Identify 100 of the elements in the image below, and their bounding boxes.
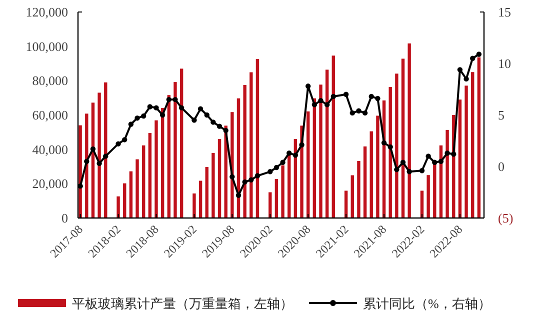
point [128,122,134,127]
bar [104,82,108,218]
bar [142,145,146,218]
bar [458,100,462,218]
point [268,169,273,174]
point [84,158,90,164]
point [116,141,121,146]
bar [98,92,101,218]
point [432,160,438,165]
point [122,137,128,142]
bar [376,116,380,218]
point [166,96,172,102]
point [204,112,210,118]
legend-label: 累计同比（%，右轴） [363,296,491,311]
point [299,142,304,148]
bar [148,133,152,218]
bar [281,165,284,218]
bar [123,183,126,218]
bar [408,43,411,218]
point [444,150,450,156]
bar [319,84,322,218]
bar [78,125,82,218]
bar [426,175,430,218]
y2-tick-label: 15 [498,4,511,20]
point [470,56,476,61]
bar [212,152,215,218]
bar [274,179,278,218]
y2-tick-label: (5) [498,210,514,226]
bar [205,167,208,218]
point [134,115,140,121]
bar [464,86,468,218]
point [394,166,400,172]
point [216,124,222,129]
point [318,98,324,104]
bar [395,74,398,218]
bar [363,146,367,218]
legend-label: 平板玻璃累计产量（万重量箱，左轴） [72,296,293,311]
point [274,164,280,170]
y2-tick-label: 5 [498,108,504,122]
bar [446,130,449,218]
y-tick-label: 40,000 [32,142,68,157]
y2-tick-label: 10 [498,56,511,71]
point [457,67,463,72]
bar [116,196,120,218]
y-tick-label: 100,000 [26,38,68,54]
point [400,160,406,165]
bar [306,111,310,218]
point [350,110,355,116]
point [210,120,216,125]
y-tick-label: 0 [62,210,68,226]
point [375,96,380,102]
bar [218,139,222,218]
point [343,92,349,97]
point [90,146,96,152]
y-tick-label: 80,000 [32,73,68,88]
point [286,150,292,156]
point [230,174,235,180]
y-tick-label: 120,000 [26,4,68,20]
point [242,179,248,185]
point [178,105,184,110]
bar [154,120,158,218]
point [147,104,153,110]
point [223,128,228,134]
y-tick-label: 60,000 [32,108,68,122]
point [426,154,431,159]
point [438,158,444,164]
point [419,168,425,174]
bar [250,72,253,218]
bar [370,131,373,218]
point [381,140,387,146]
bar [129,171,133,218]
bar [401,58,405,218]
bar [243,84,246,218]
bar [332,56,336,218]
point [324,102,330,108]
bar [256,59,260,218]
point [96,160,102,166]
point [254,173,260,178]
y-tick-label: 20,000 [32,176,68,192]
bar [471,72,474,218]
point [312,102,318,108]
point [356,108,362,114]
bar [136,159,139,218]
bar [192,193,196,218]
point [160,112,166,118]
bar [174,82,177,218]
point [476,52,482,57]
bar [477,57,481,218]
point [192,118,197,123]
point [362,110,368,116]
point [198,106,204,112]
point [306,84,311,89]
bar [198,180,202,218]
point [451,152,456,157]
point [280,160,286,165]
point [103,154,108,159]
y2-tick-label: 0 [498,159,504,174]
point [140,113,146,119]
point [248,177,254,182]
point [388,144,393,150]
